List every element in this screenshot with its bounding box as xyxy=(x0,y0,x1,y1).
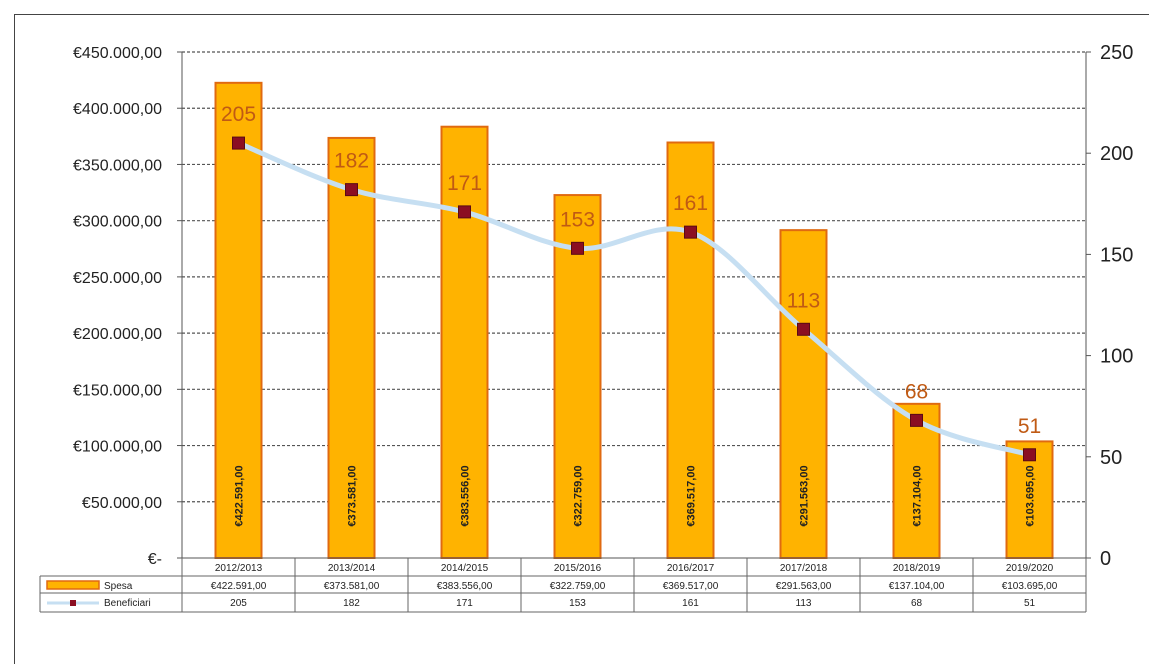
table-cell-spesa: €369.517,00 xyxy=(663,581,719,592)
plot-area xyxy=(182,52,1086,558)
legend-label-beneficiari: Beneficiari xyxy=(104,598,151,609)
table-cell-beneficiari: 161 xyxy=(682,598,699,609)
legend-label-spesa: Spesa xyxy=(104,581,133,592)
beneficiari-value-label: 171 xyxy=(447,172,482,195)
bar-value-label: €291.563,00 xyxy=(799,465,811,526)
left-axis-ticks: €- €50.000,00 €100.000,00 €150.000,00 €200.0… xyxy=(73,45,162,568)
bar-value-label: €373.581,00 xyxy=(347,465,359,526)
category-label: 2014/2015 xyxy=(441,563,489,574)
beneficiari-marker xyxy=(910,413,923,427)
table-cell-beneficiari: 182 xyxy=(343,598,360,609)
left-tick-label: €50.000,00 xyxy=(82,495,162,512)
category-label: 2019/2020 xyxy=(1006,563,1054,574)
beneficiari-value-label: 205 xyxy=(221,103,256,126)
left-tick-label: €250.000,00 xyxy=(73,270,162,287)
legend-key-beneficiari-marker xyxy=(70,600,76,606)
bar-value-label: €383.556,00 xyxy=(460,465,472,526)
beneficiari-marker xyxy=(458,205,471,219)
table-cell-spesa: €422.591,00 xyxy=(211,581,267,592)
table-cell-spesa: €291.563,00 xyxy=(776,581,832,592)
category-label: 2015/2016 xyxy=(554,563,602,574)
beneficiari-value-label: 153 xyxy=(560,208,595,231)
right-tick-label: 250 xyxy=(1100,42,1133,64)
category-label: 2016/2017 xyxy=(667,563,715,574)
beneficiari-marker xyxy=(1023,448,1036,462)
right-tick-label: 50 xyxy=(1100,447,1122,469)
chart-frame xyxy=(14,14,1149,664)
right-tick-label: 150 xyxy=(1100,244,1133,266)
legend-key-spesa xyxy=(46,580,100,590)
left-tick-label: €400.000,00 xyxy=(73,101,162,118)
category-label: 2017/2018 xyxy=(780,563,828,574)
beneficiari-marker xyxy=(571,241,584,255)
beneficiari-value-label: 113 xyxy=(787,289,820,312)
right-tick-label: 0 xyxy=(1100,548,1111,570)
beneficiari-value-label: 161 xyxy=(673,192,708,215)
right-tick-label: 200 xyxy=(1100,143,1133,165)
left-tick-label: €200.000,00 xyxy=(73,326,162,343)
beneficiari-marker xyxy=(797,322,810,336)
table-cell-spesa: €322.759,00 xyxy=(550,581,606,592)
right-tick-label: 100 xyxy=(1100,346,1133,368)
bar xyxy=(327,136,376,559)
left-tick-label: €150.000,00 xyxy=(73,382,162,399)
left-tick-label: €450.000,00 xyxy=(73,45,162,62)
left-tick-label: €300.000,00 xyxy=(73,214,162,231)
beneficiari-marker xyxy=(684,225,697,239)
table-cell-beneficiari: 205 xyxy=(230,598,247,609)
beneficiari-value-label: 68 xyxy=(905,380,928,403)
bar-value-label: €322.759,00 xyxy=(573,465,585,526)
bar xyxy=(214,81,263,560)
beneficiari-line xyxy=(236,140,1032,458)
category-label: 2018/2019 xyxy=(893,563,941,574)
bar-value-label: €369.517,00 xyxy=(686,465,698,526)
data-table: 2012/2013 €422.591,00 205 2013/2014 €373.581… xyxy=(39,558,1087,613)
table-cell-beneficiari: 113 xyxy=(796,598,812,609)
table-cell-spesa: €373.581,00 xyxy=(324,581,380,592)
table-cell-spesa: €383.556,00 xyxy=(437,581,493,592)
beneficiari-marker xyxy=(345,183,358,197)
table-cell-beneficiari: 153 xyxy=(569,598,586,609)
table-cell-beneficiari: 68 xyxy=(911,598,923,609)
bar-value-label: €137.104,00 xyxy=(912,465,924,526)
category-label: 2012/2013 xyxy=(215,563,263,574)
table-cell-spesa: €137.104,00 xyxy=(889,581,945,592)
bar-value-label: €103.695,00 xyxy=(1025,465,1037,526)
right-axis-ticks: 0 50 100 150 200 250 xyxy=(1100,42,1133,570)
table-cell-beneficiari: 171 xyxy=(456,598,473,609)
bar-value-label: €422.591,00 xyxy=(234,465,246,526)
table-cell-beneficiari: 51 xyxy=(1024,598,1036,609)
table-cell-spesa: €103.695,00 xyxy=(1002,581,1058,592)
beneficiari-value-label: 182 xyxy=(334,150,369,173)
left-tick-label: €100.000,00 xyxy=(73,439,162,456)
beneficiari-marker xyxy=(232,136,245,150)
left-tick-label: €350.000,00 xyxy=(73,157,162,174)
gridlines xyxy=(182,51,1086,558)
beneficiari-value-label: 51 xyxy=(1018,415,1041,438)
line-series-beneficiari: 205 182 171 153 161 113 68 51 xyxy=(221,103,1041,462)
category-label: 2013/2014 xyxy=(328,563,376,574)
left-tick-label: €- xyxy=(148,551,162,568)
